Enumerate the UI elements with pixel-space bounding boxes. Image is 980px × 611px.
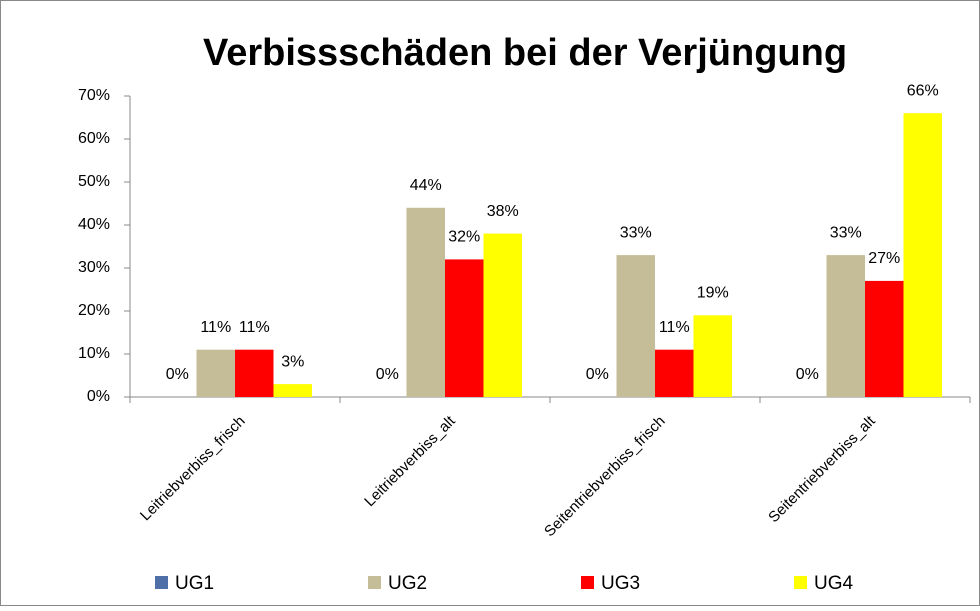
y-tick-label: 60% [78, 130, 110, 147]
data-label: 11% [239, 319, 270, 336]
data-label: 27% [868, 250, 900, 267]
y-tick-label: 50% [78, 173, 110, 190]
legend-label: UG1 [175, 573, 214, 594]
bar [693, 315, 732, 397]
bar [826, 255, 865, 397]
data-label: 38% [487, 203, 519, 220]
data-label: 0% [166, 366, 189, 383]
bar [235, 349, 274, 397]
legend-marker [794, 576, 807, 589]
bar [273, 384, 312, 397]
legend-marker [368, 576, 381, 589]
legend-marker [581, 576, 594, 589]
bar [865, 280, 904, 397]
data-label: 3% [281, 353, 304, 370]
bar [445, 259, 484, 397]
legend-marker [155, 576, 168, 589]
bar [196, 349, 235, 397]
bar [616, 255, 655, 397]
data-label: 33% [620, 224, 652, 241]
legend-label: UG4 [814, 573, 854, 594]
legend-label: UG3 [601, 573, 640, 594]
y-tick-label: 10% [78, 345, 110, 362]
y-tick-label: 0% [87, 388, 110, 405]
data-label: 19% [697, 285, 729, 302]
data-label: 0% [376, 366, 399, 383]
chart-title: Verbissschäden bei der Verjüngung [203, 32, 847, 74]
bar [903, 113, 942, 397]
bar [406, 207, 445, 397]
bar [483, 233, 522, 397]
data-label: 0% [796, 366, 819, 383]
data-label: 66% [907, 82, 939, 99]
data-label: 33% [830, 224, 862, 241]
y-tick-label: 30% [78, 259, 110, 276]
data-label: 44% [410, 177, 442, 194]
bar [655, 349, 694, 397]
y-tick-label: 70% [78, 87, 110, 104]
y-tick-label: 40% [78, 216, 110, 233]
y-tick-label: 20% [78, 302, 110, 319]
data-label: 32% [448, 229, 480, 246]
data-label: 11% [200, 319, 231, 336]
data-label: 0% [586, 366, 609, 383]
legend-label: UG2 [388, 573, 427, 594]
data-label: 11% [659, 319, 690, 336]
